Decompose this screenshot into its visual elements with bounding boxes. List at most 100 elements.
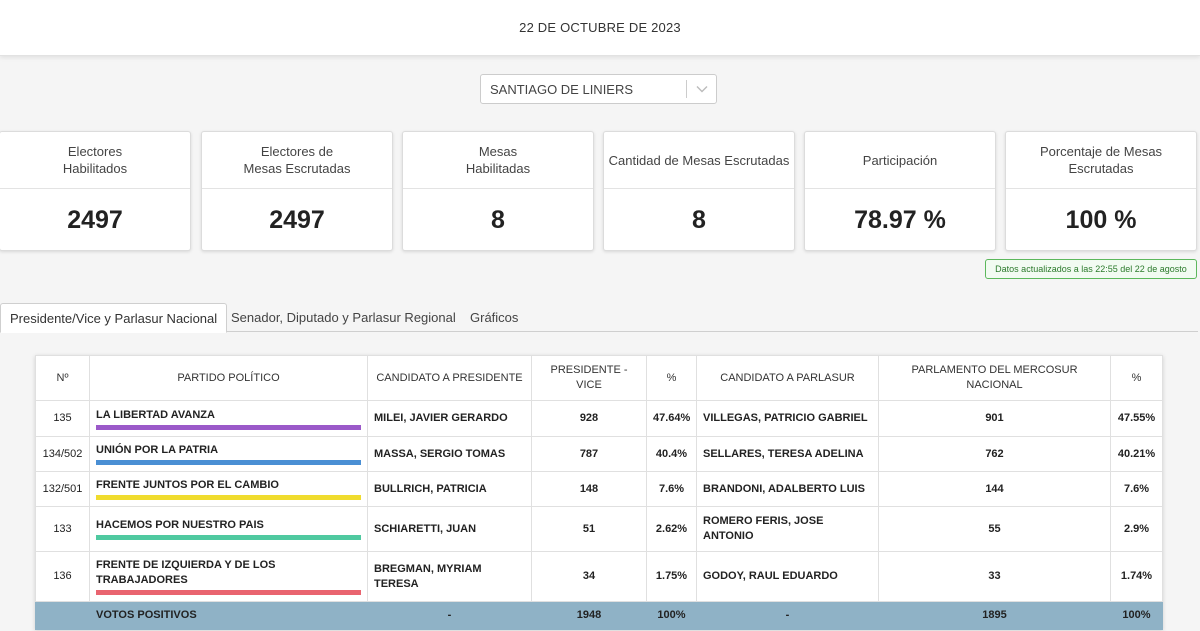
total-parlasur-votes: 1895 (878, 601, 1111, 630)
row-pct: 2.62% (646, 506, 697, 552)
header-pres-vice: PRESIDENTE - VICE (531, 355, 647, 401)
header-candidate: CANDIDATO A PRESIDENTE (367, 355, 532, 401)
row-parlasur-votes: 762 (878, 436, 1111, 472)
party-name: UNIÓN POR LA PATRIA (96, 444, 219, 456)
stat-value: 2497 (67, 205, 123, 234)
total-candidate: - (367, 601, 532, 630)
row-num: 133 (35, 506, 90, 552)
row-parlasur-candidate: SELLARES, TERESA ADELINA (696, 436, 879, 472)
stat-label: Porcentaje de Mesas Escrutadas (1006, 132, 1196, 189)
party-color-bar (96, 424, 361, 430)
table-row: 135 LA LIBERTAD AVANZA MILEI, JAVIER GER… (35, 400, 1163, 437)
party-name: FRENTE DE IZQUIERDA Y DE LOS TRABAJADORE… (96, 559, 276, 586)
row-candidate: BREGMAN, MYRIAM TERESA (367, 551, 532, 602)
table-row: 133 HACEMOS POR NUESTRO PAIS SCHIARETTI,… (35, 506, 1163, 552)
stat-card-electores-habilitados: Electores Habilitados 2497 (0, 131, 191, 251)
stat-label: Electores Habilitados (0, 132, 190, 189)
row-parlasur-pct: 40.21% (1110, 436, 1163, 472)
total-row: VOTOS POSITIVOS - 1948 100% - 1895 100% (35, 601, 1163, 630)
total-votes: 1948 (531, 601, 647, 630)
row-num: 136 (35, 551, 90, 602)
row-parlasur-pct: 1.74% (1110, 551, 1163, 602)
header-parlasur-national: PARLAMENTO DEL MERCOSUR NACIONAL (878, 355, 1111, 401)
table-row: 134/502 UNIÓN POR LA PATRIA MASSA, SERGI… (35, 436, 1163, 472)
row-candidate: BULLRICH, PATRICIA (367, 471, 532, 507)
stat-value: 8 (692, 205, 706, 234)
stat-value: 8 (491, 205, 505, 234)
header-pct: % (646, 355, 697, 401)
stat-card-cantidad-mesas-escrutadas: Cantidad de Mesas Escrutadas 8 (603, 131, 795, 251)
party-color-bar (96, 460, 361, 465)
chevron-down-icon[interactable] (687, 85, 716, 93)
row-votes: 787 (531, 436, 647, 472)
table-header-row: Nº PARTIDO POLÍTICO CANDIDATO A PRESIDEN… (35, 355, 1163, 401)
stat-card-electores-mesas-escrutadas: Electores de Mesas Escrutadas 2497 (201, 131, 393, 251)
results-table-wrapper: Nº PARTIDO POLÍTICO CANDIDATO A PRESIDEN… (35, 355, 1163, 630)
select-separator (686, 80, 687, 98)
stat-card-porcentaje-mesas-escrutadas: Porcentaje de Mesas Escrutadas 100 % (1005, 131, 1197, 251)
total-parlasur-pct: 100% (1110, 601, 1163, 630)
tab-graficos[interactable]: Gráficos (470, 310, 519, 325)
row-pct: 40.4% (646, 436, 697, 472)
row-party: HACEMOS POR NUESTRO PAIS (89, 506, 368, 552)
election-date: 22 DE OCTUBRE DE 2023 (519, 20, 681, 35)
location-select[interactable]: SANTIAGO DE LINIERS (480, 74, 717, 104)
stats-row: Electores Habilitados 2497 Electores de … (0, 131, 1200, 251)
row-num: 135 (35, 400, 90, 437)
row-num: 134/502 (35, 436, 90, 472)
results-table: Nº PARTIDO POLÍTICO CANDIDATO A PRESIDEN… (35, 355, 1163, 630)
page-header: 22 DE OCTUBRE DE 2023 (0, 0, 1200, 56)
row-votes: 34 (531, 551, 647, 602)
party-name: LA LIBERTAD AVANZA (96, 408, 215, 421)
tab-presidente-parlasur-nacional[interactable]: Presidente/Vice y Parlasur Nacional (0, 303, 228, 333)
row-pct: 1.75% (646, 551, 697, 602)
row-party: LA LIBERTAD AVANZA (89, 400, 368, 437)
row-party: FRENTE DE IZQUIERDA Y DE LOS TRABAJADORE… (89, 551, 368, 602)
row-party: FRENTE JUNTOS POR EL CAMBIO (89, 471, 368, 507)
party-color-bar (96, 495, 361, 500)
results-tabs: Presidente/Vice y Parlasur Nacional Sena… (0, 303, 1198, 333)
row-candidate: MILEI, JAVIER GERARDO (367, 400, 532, 437)
location-select-value: SANTIAGO DE LINIERS (490, 81, 634, 97)
row-parlasur-pct: 47.55% (1110, 400, 1163, 437)
row-parlasur-votes: 144 (878, 471, 1111, 507)
header-pct-parlasur: % (1110, 355, 1163, 401)
stat-value: 78.97 % (854, 205, 946, 234)
row-num: 132/501 (35, 471, 90, 507)
row-parlasur-candidate: GODOY, RAUL EDUARDO (696, 551, 879, 602)
row-candidate: SCHIARETTI, JUAN (367, 506, 532, 552)
table-row: 132/501 FRENTE JUNTOS POR EL CAMBIO BULL… (35, 471, 1163, 507)
party-name: FRENTE JUNTOS POR EL CAMBIO (96, 479, 279, 491)
table-row: 136 FRENTE DE IZQUIERDA Y DE LOS TRABAJA… (35, 551, 1163, 602)
row-parlasur-votes: 33 (878, 551, 1111, 602)
row-votes: 148 (531, 471, 647, 507)
row-candidate: MASSA, SERGIO TOMAS (367, 436, 532, 472)
tab-senador-diputado-parlasur-regional[interactable]: Senador, Diputado y Parlasur Regional (231, 310, 456, 325)
header-parlasur-candidate: CANDIDATO A PARLASUR (696, 355, 879, 401)
stat-label: Participación (805, 132, 995, 189)
row-pct: 7.6% (646, 471, 697, 507)
row-votes: 51 (531, 506, 647, 552)
stat-label: Electores de Mesas Escrutadas (202, 132, 392, 189)
row-votes: 928 (531, 400, 647, 437)
stat-card-mesas-habilitadas: Mesas Habilitadas 8 (402, 131, 594, 251)
row-parlasur-candidate: VILLEGAS, PATRICIO GABRIEL (696, 400, 879, 437)
total-label: VOTOS POSITIVOS (89, 601, 368, 630)
header-party: PARTIDO POLÍTICO (89, 355, 368, 401)
row-parlasur-candidate: BRANDONI, ADALBERTO LUIS (696, 471, 879, 507)
row-parlasur-votes: 55 (878, 506, 1111, 552)
stat-card-participacion: Participación 78.97 % (804, 131, 996, 251)
row-parlasur-votes: 901 (878, 400, 1111, 437)
header-num: Nº (35, 355, 90, 401)
row-parlasur-pct: 2.9% (1110, 506, 1163, 552)
row-parlasur-candidate: ROMERO FERIS, JOSE ANTONIO (696, 506, 879, 552)
party-name: HACEMOS POR NUESTRO PAIS (96, 519, 264, 531)
total-parlasur-candidate: - (696, 601, 879, 630)
row-parlasur-pct: 7.6% (1110, 471, 1163, 507)
total-pct: 100% (646, 601, 697, 630)
row-party: UNIÓN POR LA PATRIA (89, 436, 368, 472)
stat-value: 2497 (269, 205, 325, 234)
row-pct: 47.64% (646, 400, 697, 437)
updated-badge: Datos actualizados a las 22:55 del 22 de… (985, 259, 1197, 279)
stat-label: Mesas Habilitadas (403, 132, 593, 189)
